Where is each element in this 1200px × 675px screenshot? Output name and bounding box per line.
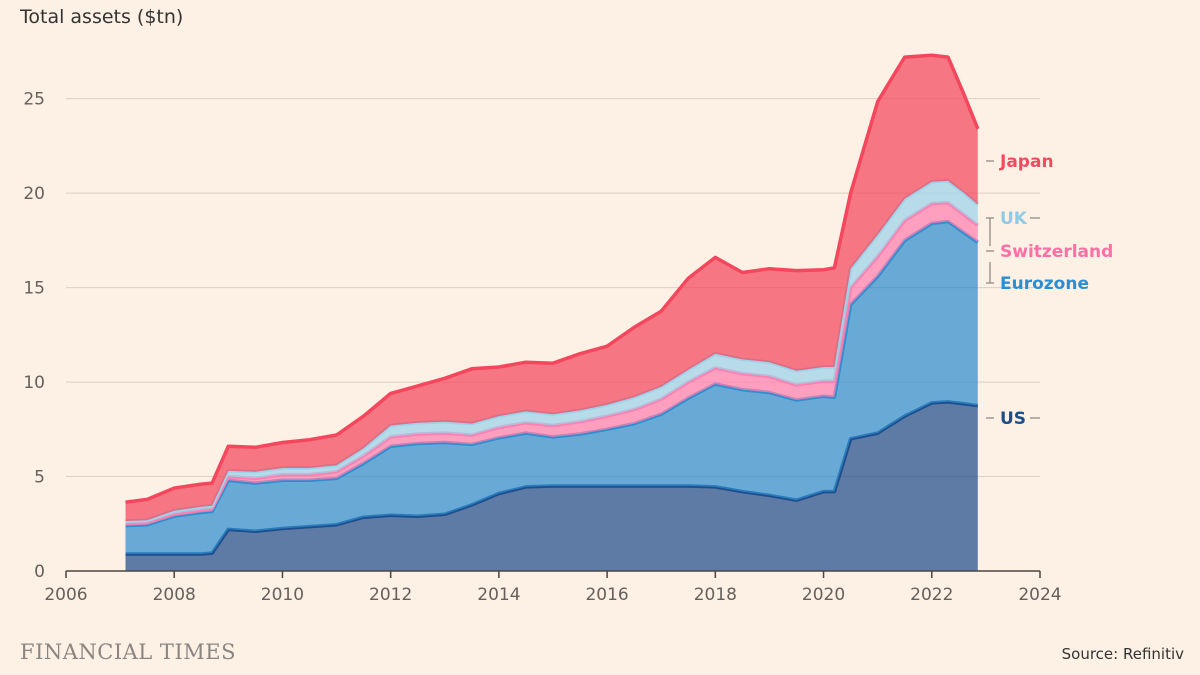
series-label-uk: UK — [1000, 209, 1028, 229]
area-layer — [125, 53, 980, 571]
y-tick-label: 0 — [34, 562, 45, 582]
x-tick-label: 2008 — [153, 585, 196, 605]
x-tick-label: 2016 — [585, 585, 628, 605]
chart-title: Total assets ($tn) — [20, 6, 184, 28]
series-label-us: US — [1000, 409, 1026, 429]
line-japan — [125, 53, 980, 504]
y-tick-label: 10 — [23, 373, 45, 393]
area-eurozone — [125, 221, 978, 554]
x-tick-label: 2024 — [1018, 585, 1061, 605]
series-label-switzerland: Switzerland — [1000, 242, 1113, 262]
y-tick-label: 5 — [34, 468, 45, 488]
x-tick-label: 2022 — [910, 585, 953, 605]
brand-logo-text: FINANCIAL TIMES — [20, 640, 236, 664]
source-note: Source: Refinitiv — [1061, 645, 1184, 663]
series-labels: Japan UK Switzerland Eurozone US — [986, 152, 1113, 429]
series-label-eurozone: Eurozone — [1000, 274, 1089, 294]
axes: 0 5 10 15 20 25 2006 2008 2010 2012 2014 2016 2018 20… — [23, 90, 1061, 605]
x-tick-label: 2018 — [694, 585, 737, 605]
area-japan — [125, 55, 978, 522]
x-tick-label: 2010 — [261, 585, 304, 605]
y-tick-label: 15 — [23, 279, 45, 299]
x-tick-label: 2006 — [44, 585, 87, 605]
y-tick-label: 20 — [23, 184, 45, 204]
x-tick-label: 2020 — [802, 585, 845, 605]
series-label-japan: Japan — [999, 152, 1054, 172]
y-tick-label: 25 — [23, 90, 45, 110]
x-tick-label: 2012 — [369, 585, 412, 605]
x-tick-label: 2014 — [477, 585, 520, 605]
